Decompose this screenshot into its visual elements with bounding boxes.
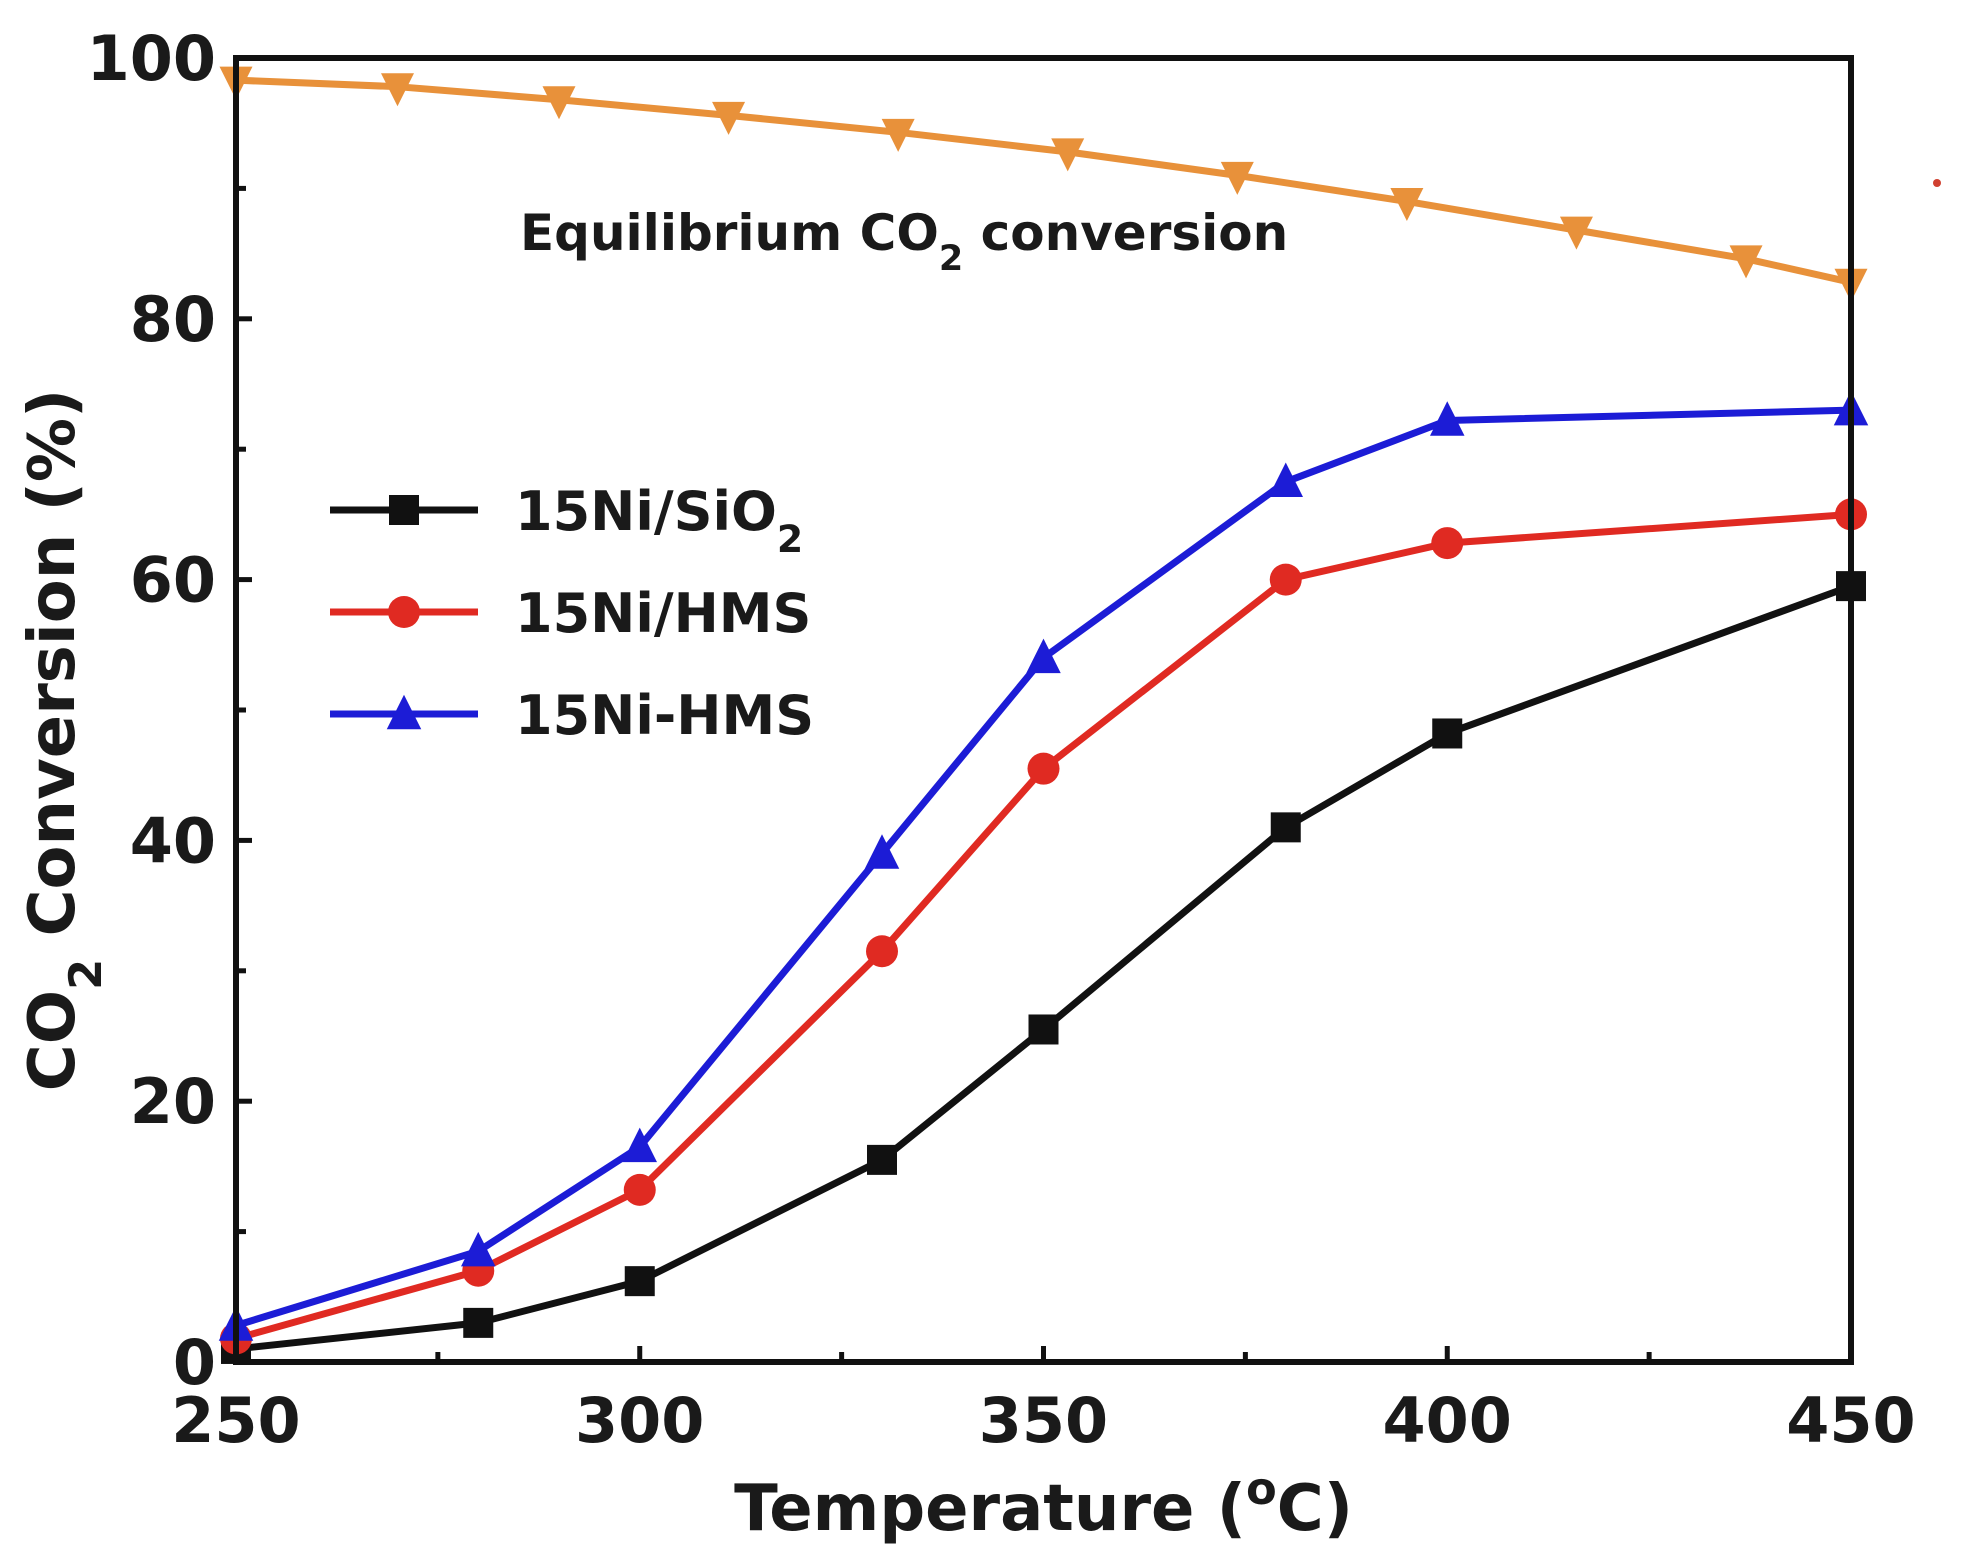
data-point	[1220, 161, 1254, 195]
y-axis-title: CO2 Conversion (%)	[16, 389, 112, 1091]
data-point	[1431, 527, 1464, 560]
data-point	[624, 1266, 655, 1297]
legend-item-15ni-sio2: 15Ni/SiO2	[330, 480, 803, 561]
axes-layer: 250 300 350 400 450 0 20 40 60 80 100 Temperature (…	[16, 22, 1916, 1546]
y-tick-label: 40	[130, 804, 216, 877]
x-axis-title: Temperature (oC)	[734, 1462, 1353, 1547]
data-point	[1270, 812, 1301, 843]
series-equilibrium-co2-conversion	[219, 66, 1868, 302]
data-point	[1729, 245, 1763, 279]
y-tick-label: 80	[130, 283, 216, 356]
data-point	[623, 1173, 656, 1206]
legend-item-15ni-hms: 15Ni-HMS	[330, 684, 814, 747]
data-point	[866, 935, 898, 968]
x-tick-label: 300	[575, 1384, 704, 1457]
series-line	[235, 510, 1852, 1342]
annotations: Equilibrium CO2 conversion	[520, 204, 1288, 279]
y-tick-label: 100	[87, 22, 216, 95]
data-point	[622, 1127, 657, 1163]
legend-label: 15Ni/SiO2	[515, 480, 803, 561]
data-point	[1432, 718, 1463, 749]
data-point	[542, 86, 576, 120]
legend-label: 15Ni-HMS	[515, 684, 814, 747]
data-point	[1026, 638, 1061, 674]
data-point	[864, 834, 900, 869]
stray-dot	[1933, 179, 1941, 187]
legend: 15Ni/SiO2 15Ni/HMS 15Ni-HMS	[330, 480, 814, 747]
series-line	[235, 582, 1853, 1353]
data-point	[463, 1307, 494, 1338]
y-tick-label: 60	[130, 544, 216, 617]
legend-marker	[389, 495, 419, 525]
data-point	[867, 1144, 897, 1175]
data-point	[1430, 401, 1465, 436]
legend-marker	[386, 694, 422, 730]
legend-item-15ni-hms: 15Ni/HMS	[330, 582, 811, 645]
data-point	[1559, 216, 1593, 250]
x-tick-label: 450	[1786, 1384, 1915, 1457]
data-point	[881, 118, 915, 152]
data-point	[1390, 187, 1424, 221]
legend-label: 15Ni/HMS	[515, 582, 811, 645]
legend-marker	[388, 596, 420, 628]
y-tick-label: 0	[173, 1326, 216, 1399]
equilibrium-annotation: Equilibrium CO2 conversion	[520, 204, 1288, 279]
x-tick-label: 350	[979, 1384, 1108, 1457]
x-tick-label: 400	[1383, 1384, 1512, 1457]
x-tick-label: 250	[171, 1384, 300, 1457]
data-point	[461, 1231, 496, 1267]
data-point	[1268, 462, 1303, 498]
series-line	[234, 406, 1852, 1329]
data-point	[1028, 1014, 1059, 1045]
data-point	[1269, 563, 1302, 596]
y-tick-label: 20	[130, 1065, 216, 1138]
data-point	[1051, 138, 1085, 172]
data-point	[712, 101, 746, 135]
data-point	[1027, 752, 1060, 785]
series-layer	[218, 66, 1869, 1364]
data-point	[381, 73, 414, 107]
